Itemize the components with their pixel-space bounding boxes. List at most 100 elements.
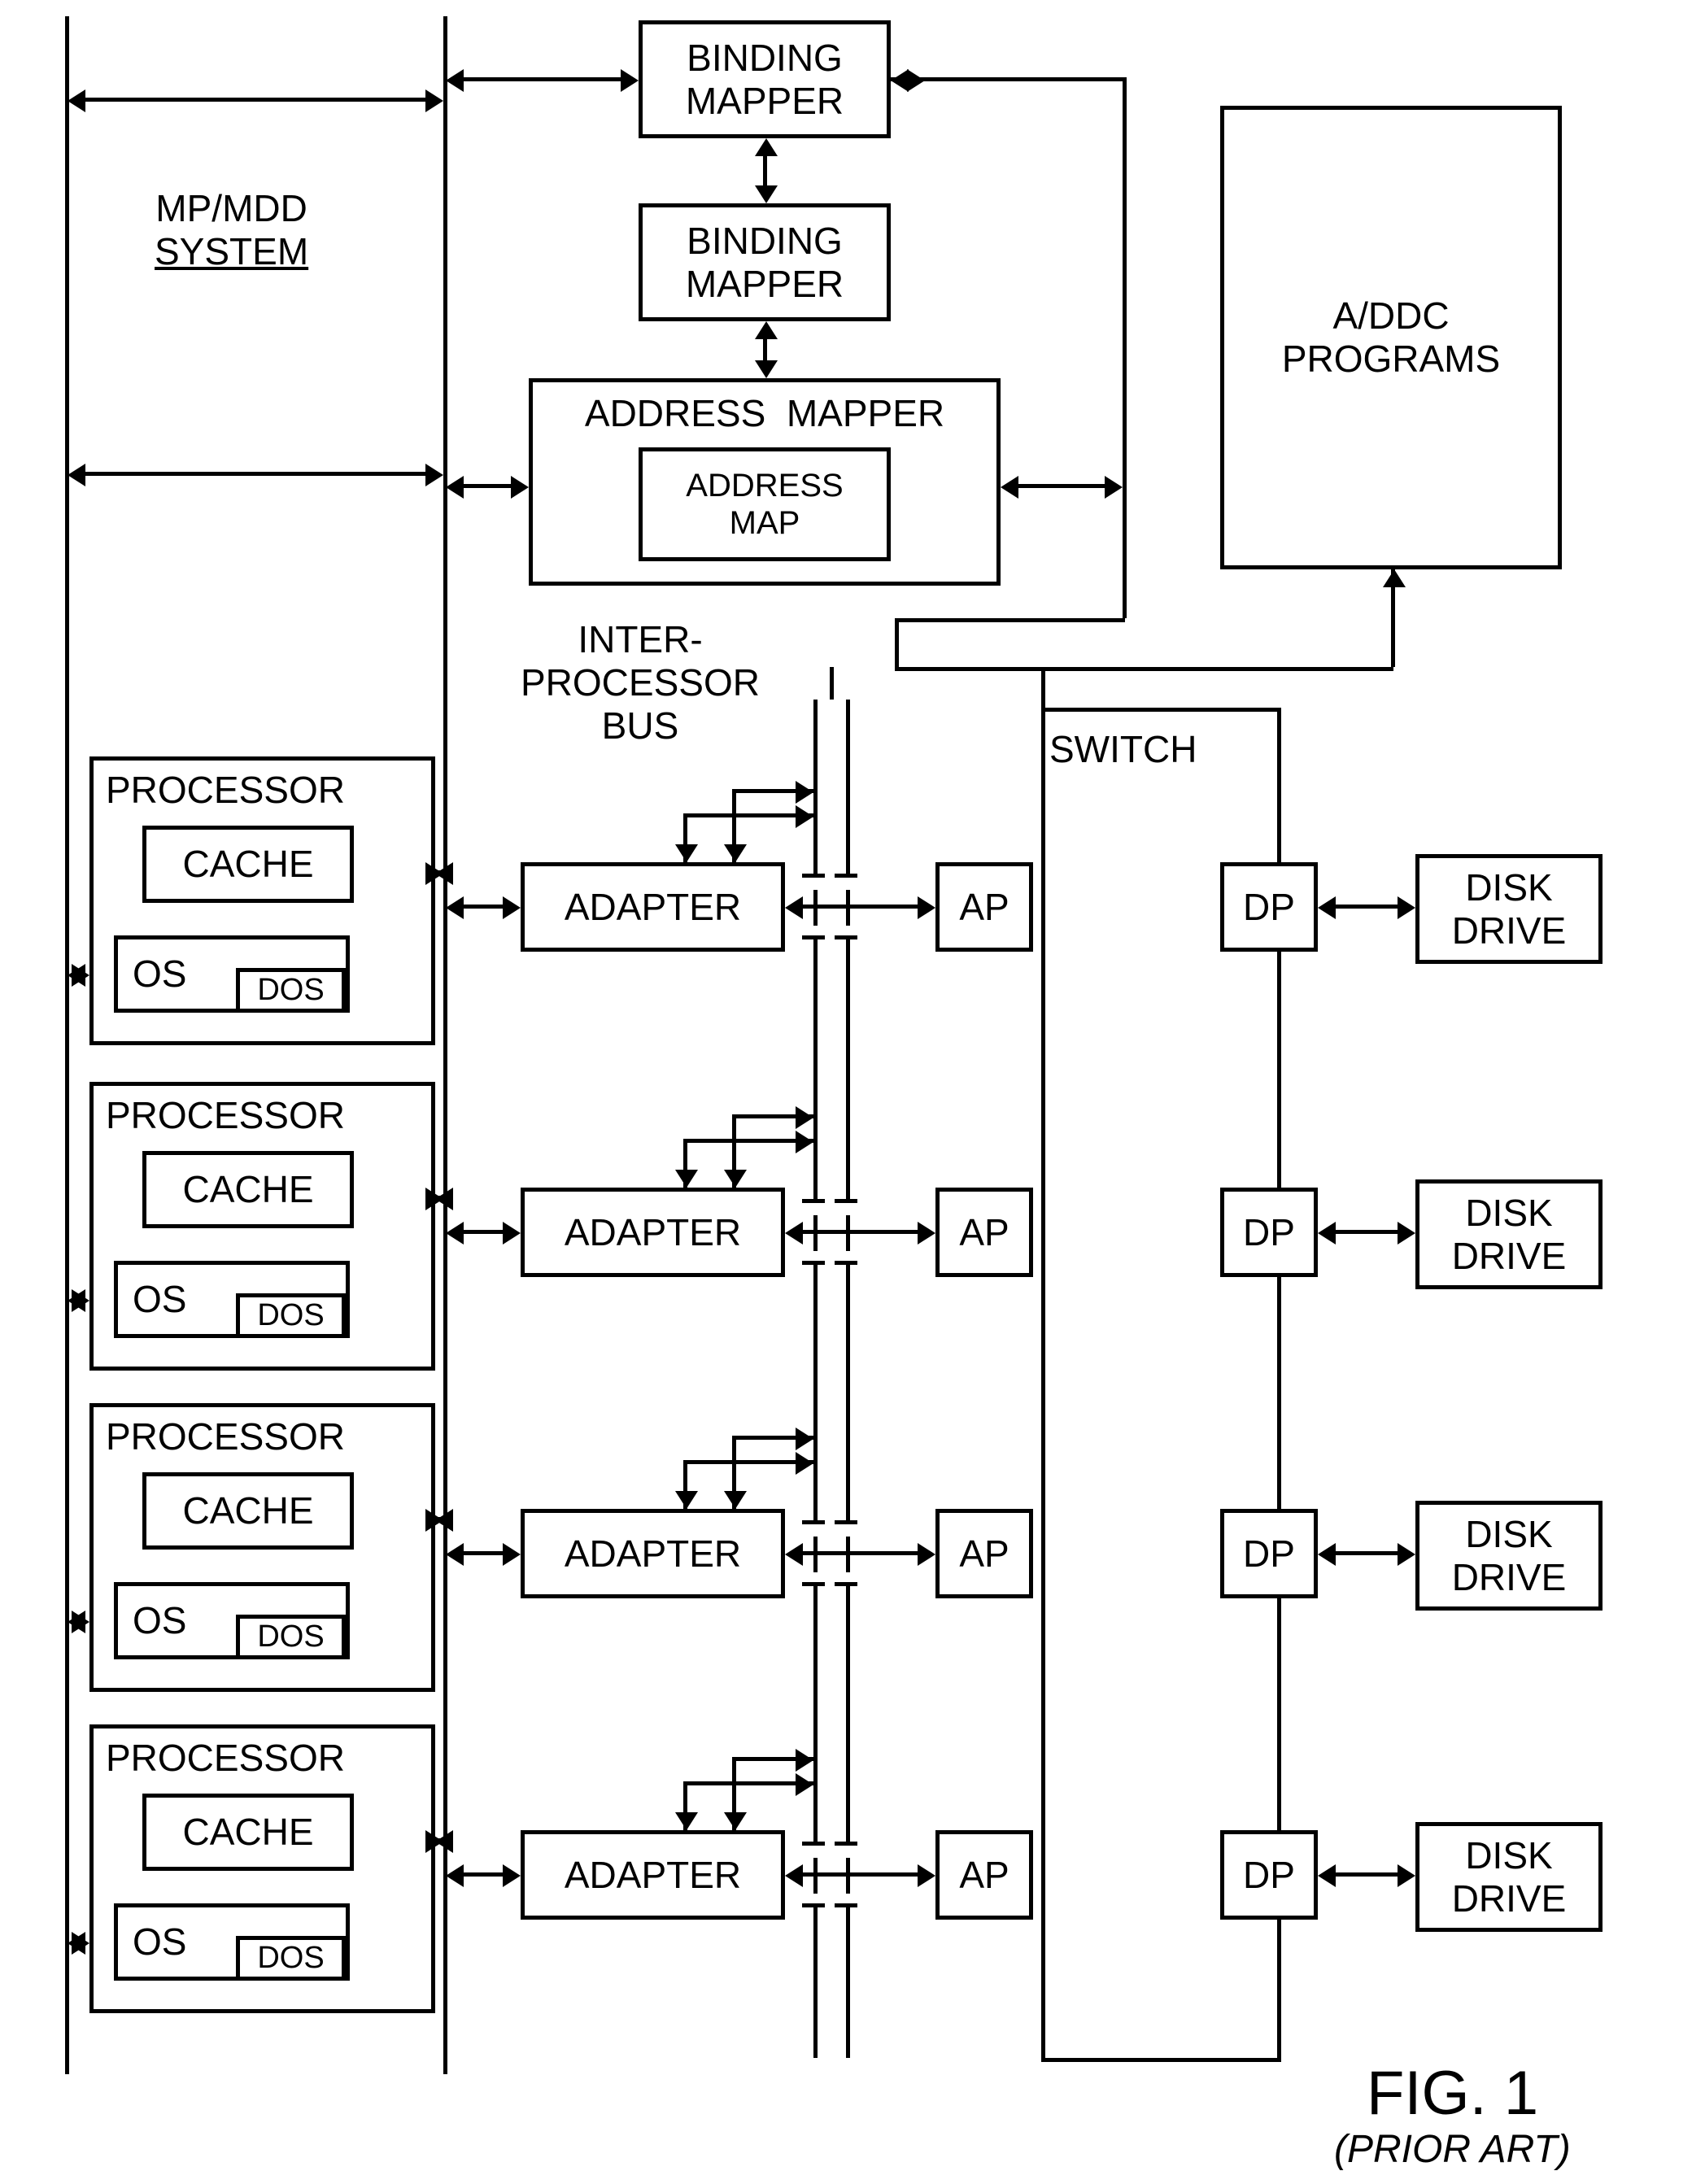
dos-0: DOS — [236, 968, 346, 1013]
arrow — [72, 1932, 89, 1955]
arrow — [891, 69, 909, 92]
arrow — [675, 844, 698, 862]
hline — [802, 1199, 825, 1203]
hline — [1041, 708, 1281, 712]
hline — [835, 935, 857, 939]
hline — [802, 1842, 825, 1846]
dp-2: DP — [1220, 1509, 1318, 1598]
arrow — [796, 1131, 813, 1153]
bus-break — [809, 1202, 853, 1215]
hline — [835, 1903, 857, 1907]
arrow — [796, 805, 813, 828]
bus-break — [809, 1524, 853, 1537]
hline — [895, 667, 1393, 671]
arrow — [918, 1543, 935, 1566]
ap-3: AP — [935, 1830, 1033, 1920]
hline — [891, 77, 1123, 81]
arrow — [503, 1864, 521, 1887]
arrow — [1105, 476, 1123, 499]
vline — [1041, 669, 1045, 708]
hline — [683, 1781, 813, 1785]
hline — [82, 472, 429, 476]
arrow — [724, 1491, 747, 1509]
arrow — [724, 844, 747, 862]
arrow — [755, 321, 778, 339]
arrow — [511, 476, 529, 499]
processor-label-3: PROCESSOR — [106, 1737, 345, 1780]
binding-mapper-1: BINDING MAPPER — [639, 20, 891, 138]
adapter-3: ADAPTER — [521, 1830, 785, 1920]
arrow — [796, 1773, 813, 1796]
arrow — [503, 1543, 521, 1566]
left-rail-2 — [443, 16, 447, 2074]
hline — [683, 1460, 813, 1464]
ap-1: AP — [935, 1188, 1033, 1277]
arrow — [796, 1106, 813, 1129]
dos-2: DOS — [236, 1615, 346, 1659]
arrow — [68, 464, 85, 486]
arrow — [724, 1170, 747, 1188]
arrow — [72, 1611, 89, 1633]
ipbus-label: INTER- PROCESSOR BUS — [521, 618, 760, 748]
arrow — [785, 1222, 803, 1245]
arrow — [1398, 1864, 1415, 1887]
arrow — [446, 69, 464, 92]
cache-2: CACHE — [142, 1472, 354, 1550]
arrow — [796, 1749, 813, 1772]
hline — [802, 1261, 825, 1265]
hline — [460, 1872, 506, 1877]
arrow — [446, 1222, 464, 1245]
vline — [763, 153, 767, 189]
cache-0: CACHE — [142, 826, 354, 903]
arrow — [796, 1428, 813, 1450]
arrow — [1398, 1543, 1415, 1566]
hline — [1041, 2058, 1281, 2062]
arrow — [68, 89, 85, 112]
arrow — [785, 896, 803, 919]
arrow — [785, 1543, 803, 1566]
system-title: MP/MDDSYSTEM — [155, 187, 308, 273]
hline — [835, 1261, 857, 1265]
arrow — [446, 1543, 464, 1566]
hline — [835, 1520, 857, 1524]
arrow — [503, 896, 521, 919]
cache-3: CACHE — [142, 1794, 354, 1871]
arrow — [425, 464, 443, 486]
hline — [460, 1230, 506, 1234]
arrow — [503, 1222, 521, 1245]
switch-label: SWITCH — [1049, 728, 1197, 771]
vline — [895, 618, 899, 669]
hline — [895, 618, 1125, 622]
adapter-0: ADAPTER — [521, 862, 785, 952]
arrow — [425, 1509, 443, 1532]
disk-drive-1: DISK DRIVE — [1415, 1179, 1603, 1289]
ap-bus — [1041, 708, 1045, 2058]
binding-mapper-2: BINDING MAPPER — [639, 203, 891, 321]
arrow — [918, 896, 935, 919]
arrow — [1398, 1222, 1415, 1245]
arrow — [724, 1812, 747, 1830]
arrow — [1398, 896, 1415, 919]
arrow — [1318, 1543, 1336, 1566]
hline — [800, 1872, 921, 1877]
hline — [835, 1842, 857, 1846]
processor-label-2: PROCESSOR — [106, 1415, 345, 1458]
hline — [802, 935, 825, 939]
vline — [763, 336, 767, 364]
processor-label-0: PROCESSOR — [106, 769, 345, 812]
dp-0: DP — [1220, 862, 1318, 952]
bus-break — [809, 1845, 853, 1858]
hline — [1332, 1872, 1401, 1877]
arrow — [1318, 896, 1336, 919]
arrow — [755, 138, 778, 156]
hline — [800, 1230, 921, 1234]
arrow — [796, 1452, 813, 1475]
bus-break — [809, 877, 853, 890]
arrow — [72, 1289, 89, 1312]
vline — [1123, 77, 1127, 618]
hline — [683, 813, 813, 817]
dos-3: DOS — [236, 1936, 346, 1981]
ap-2: AP — [935, 1509, 1033, 1598]
arrow — [1318, 1222, 1336, 1245]
arrow — [1383, 569, 1406, 587]
